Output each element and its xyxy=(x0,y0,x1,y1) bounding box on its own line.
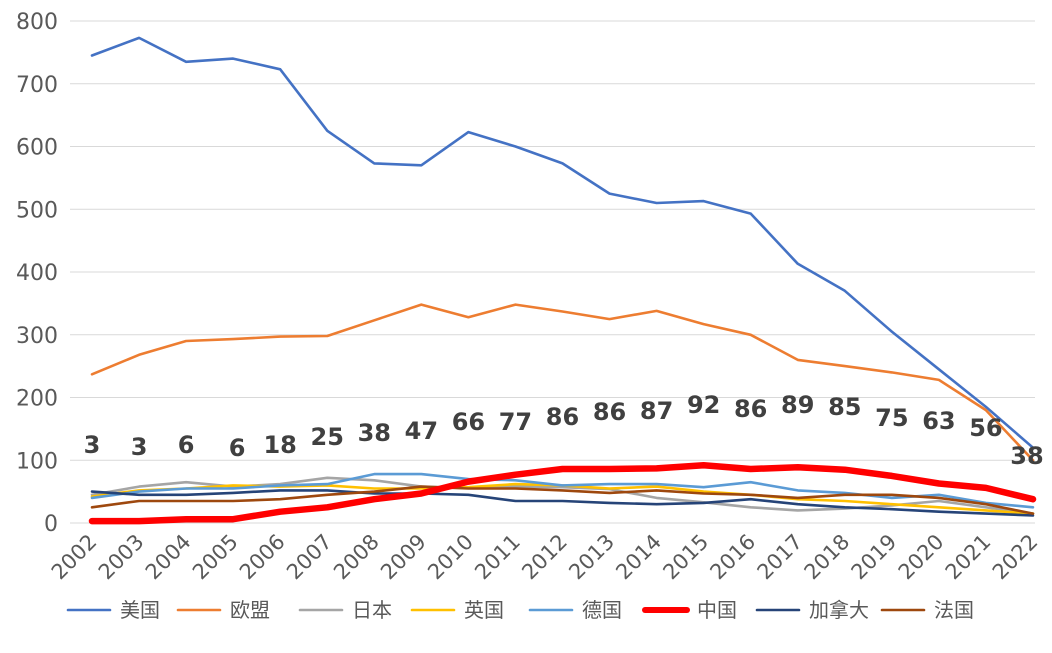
series-line xyxy=(90,489,1035,517)
x-tick-label: 2014 xyxy=(611,530,666,585)
x-tick-label: 2006 xyxy=(235,530,290,585)
data-label: 87 xyxy=(640,397,673,425)
x-tick-label: 2004 xyxy=(141,530,196,585)
data-label: 6 xyxy=(229,434,246,462)
y-tick-label: 100 xyxy=(16,449,58,474)
series-line xyxy=(88,462,1037,525)
x-tick-label: 2019 xyxy=(847,530,902,585)
y-tick-label: 800 xyxy=(16,10,58,35)
y-tick-label: 0 xyxy=(44,512,58,537)
y-tick-label: 400 xyxy=(16,261,58,286)
x-tick-label: 2017 xyxy=(753,530,808,585)
x-tick-label: 2003 xyxy=(94,530,149,585)
gridlines xyxy=(70,20,1035,524)
legend-label: 法国 xyxy=(934,598,974,622)
data-label: 3 xyxy=(84,431,101,459)
x-tick-label: 2007 xyxy=(282,530,337,585)
data-label: 25 xyxy=(311,423,344,451)
series-line xyxy=(90,472,1035,509)
data-label: 56 xyxy=(969,414,1002,442)
y-tick-label: 700 xyxy=(16,73,58,98)
data-label: 38 xyxy=(1010,442,1043,470)
y-tick-label: 300 xyxy=(16,324,58,349)
x-axis-ticks: 2002200320042005200620072008200920102011… xyxy=(47,530,1043,585)
x-tick-label: 2021 xyxy=(941,530,996,585)
data-label: 18 xyxy=(263,431,296,459)
x-tick-label: 2009 xyxy=(376,530,431,585)
legend-label: 日本 xyxy=(352,598,392,622)
data-label: 86 xyxy=(546,403,579,431)
legend-label: 德国 xyxy=(582,598,622,622)
series-lines xyxy=(88,36,1037,525)
x-tick-label: 2011 xyxy=(470,530,525,585)
y-tick-label: 600 xyxy=(16,136,58,161)
x-tick-label: 2018 xyxy=(800,530,855,585)
x-tick-label: 2012 xyxy=(517,530,572,585)
y-tick-label: 500 xyxy=(16,198,58,223)
x-tick-label: 2002 xyxy=(47,530,102,585)
x-tick-label: 2015 xyxy=(658,530,713,585)
legend-label: 加拿大 xyxy=(809,598,869,622)
x-tick-label: 2008 xyxy=(329,530,384,585)
legend-label: 欧盟 xyxy=(230,598,270,622)
x-tick-label: 2013 xyxy=(564,530,619,585)
x-tick-label: 2022 xyxy=(988,530,1043,585)
legend: 美国 欧盟 日本 英国 德国 中国 加拿大 法国 xyxy=(66,598,974,622)
data-label: 63 xyxy=(922,407,955,435)
x-tick-label: 2016 xyxy=(705,530,760,585)
legend-label: 英国 xyxy=(464,598,504,622)
x-tick-label: 2020 xyxy=(894,530,949,585)
data-label: 85 xyxy=(828,393,861,421)
data-label: 38 xyxy=(358,419,391,447)
legend-label: 中国 xyxy=(697,598,737,622)
data-label: 6 xyxy=(178,431,195,459)
data-label: 89 xyxy=(781,391,814,419)
data-label: 47 xyxy=(405,417,438,445)
data-label: 86 xyxy=(734,395,767,423)
y-tick-label: 200 xyxy=(16,387,58,412)
data-label: 92 xyxy=(687,391,720,419)
y-axis-ticks: 0 100 200 300 400 500 600 700 800 xyxy=(16,10,58,537)
data-label: 3 xyxy=(131,433,148,461)
data-label: 86 xyxy=(593,398,626,426)
x-tick-label: 2010 xyxy=(423,530,478,585)
data-label: 77 xyxy=(499,408,532,436)
data-label: 66 xyxy=(452,408,485,436)
data-label: 75 xyxy=(875,404,908,432)
legend-label: 美国 xyxy=(120,598,160,622)
x-tick-label: 2005 xyxy=(188,530,243,585)
series-line xyxy=(90,303,1035,462)
series-line xyxy=(90,36,1035,450)
series-line xyxy=(90,485,1035,515)
